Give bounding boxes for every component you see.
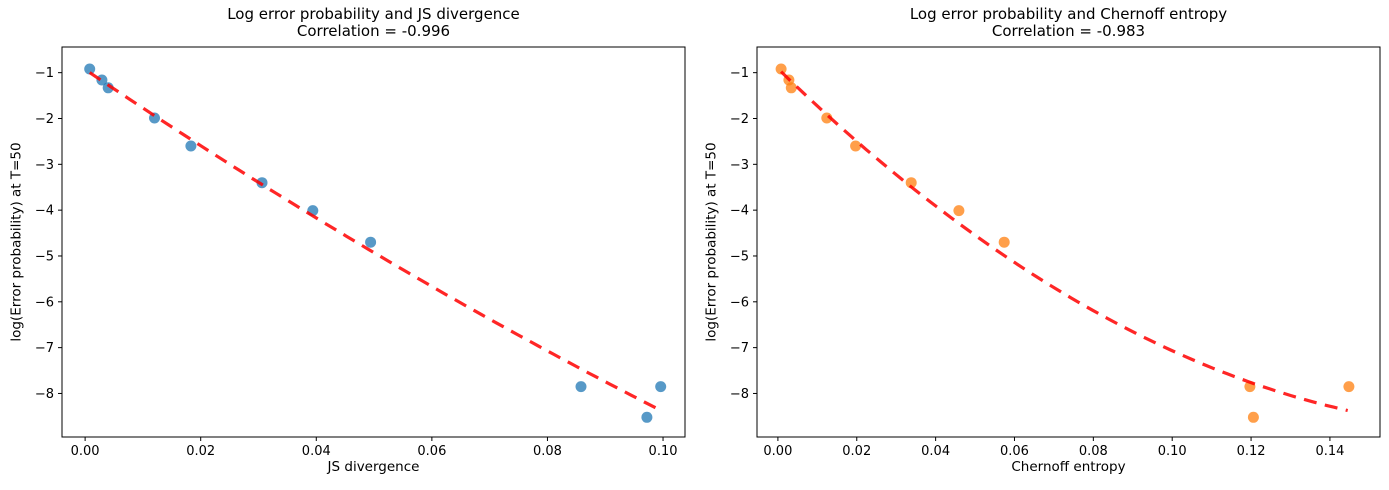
scatter-point (953, 205, 965, 217)
scatter-point (905, 177, 917, 189)
x-tick-label: 0.06 (417, 444, 446, 459)
y-axis-label: log(Error probability) at T=50 (704, 142, 721, 342)
scatter-point (655, 381, 667, 393)
y-tick-label: −8 (35, 387, 54, 402)
x-tick-label: 0.00 (71, 444, 100, 459)
x-tick-label: 0.00 (763, 444, 792, 459)
scatter-point (641, 411, 653, 423)
x-tick-label: 0.02 (186, 444, 215, 459)
y-tick-label: −3 (35, 158, 54, 173)
y-tick-label: −1 (730, 66, 749, 81)
x-tick-label: 0.02 (842, 444, 871, 459)
y-tick-label: −2 (730, 112, 749, 127)
y-axis-label: log(Error probability) at T=50 (9, 142, 26, 342)
y-tick-label: −7 (35, 341, 54, 356)
x-tick-label: 0.12 (1237, 444, 1266, 459)
x-tick-label: 0.10 (1158, 444, 1187, 459)
x-axis-label: JS divergence (327, 459, 420, 475)
x-tick-label: 0.08 (533, 444, 562, 459)
plot-subtitle-correlation: Correlation = -0.996 (296, 22, 451, 40)
scatter-plot-js-divergence: 0.00 0.02 0.04 0.06 0.08 0.10 −1 −2 −3 −4 −5 −6 −7 −8 (35, 46, 686, 459)
scatter-point (1343, 381, 1355, 393)
y-tick-label: −3 (730, 158, 749, 173)
axes-box (61, 46, 686, 438)
panel-js-divergence: 0.00 0.02 0.04 0.06 0.08 0.10 −1 −2 −3 −4 −5 −6 −7 −8… (1, 6, 686, 475)
scatter-point (84, 63, 96, 75)
x-tick-label: 0.10 (649, 444, 678, 459)
y-tick-label: −4 (35, 204, 54, 219)
plot-title: Log error probability and JS divergence (227, 5, 520, 23)
panel-chernoff-entropy: 0.00 0.02 0.04 0.06 0.08 0.10 0.12 0.14 −1 −2 −3 −4… (695, 0, 1389, 490)
x-tick-label: 0.04 (921, 444, 950, 459)
y-tick-label: −8 (730, 387, 749, 402)
y-tick-label: −6 (730, 295, 749, 310)
x-axis-label: Chernoff entropy (1011, 459, 1126, 475)
scatter-plot-chernoff-entropy: 0.00 0.02 0.04 0.06 0.08 0.10 0.12 0.14 −1 −2 −3 −4… (730, 46, 1381, 459)
y-axis-label-box: log(Error probability) at T=50 (696, 47, 728, 437)
axes-box (756, 46, 1381, 438)
y-tick-label: −5 (35, 249, 54, 264)
scatter-point (575, 381, 587, 393)
scatter-point (185, 140, 197, 152)
scatter-point (785, 82, 797, 94)
y-tick-label: −4 (730, 204, 749, 219)
plot-subtitle-correlation: Correlation = -0.983 (991, 22, 1146, 40)
trend-line (779, 70, 1349, 413)
scatter-point (775, 63, 787, 75)
y-tick-label: −6 (35, 295, 54, 310)
plot-title: Log error probability and Chernoff entro… (909, 5, 1228, 23)
y-axis-label-box: log(Error probability) at T=50 (1, 47, 33, 437)
scatter-point (1247, 411, 1259, 423)
x-tick-label: 0.08 (1079, 444, 1108, 459)
y-tick-label: −7 (730, 341, 749, 356)
x-tick-label: 0.04 (302, 444, 331, 459)
scatter-point (998, 236, 1010, 248)
y-tick-label: −2 (35, 112, 54, 127)
scatter-point (850, 140, 862, 152)
plot-title-block: Log error probability and Chernoff entro… (757, 6, 1380, 40)
y-tick-label: −1 (35, 66, 54, 81)
y-tick-label: −5 (730, 249, 749, 264)
x-tick-label: 0.06 (1000, 444, 1029, 459)
scatter-point (365, 236, 377, 248)
plot-title-block: Log error probability and JS divergence … (62, 6, 685, 40)
trend-line (88, 71, 661, 412)
x-tick-label: 0.14 (1315, 444, 1344, 459)
